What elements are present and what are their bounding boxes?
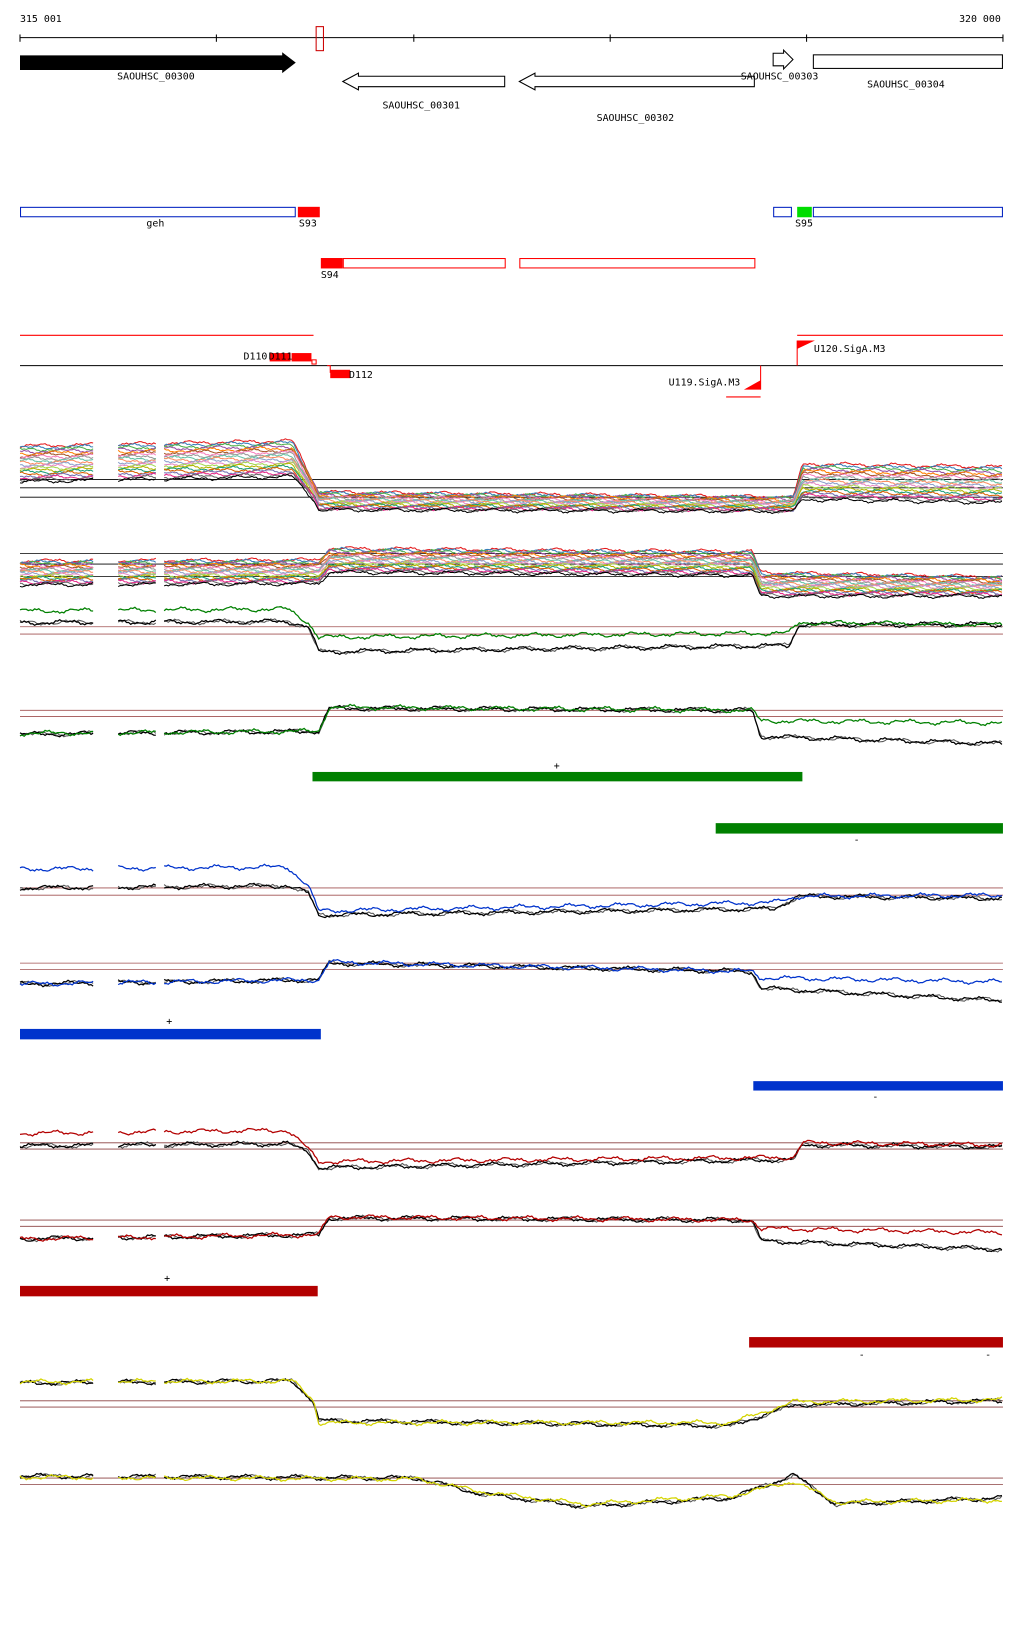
gene-label: SAOUHSC_00303 bbox=[741, 71, 819, 82]
feature-box bbox=[773, 206, 792, 218]
feature-label: geh bbox=[146, 219, 164, 230]
site-box bbox=[291, 353, 312, 362]
feature-label: S94 bbox=[321, 270, 339, 281]
signal-line bbox=[19, 618, 1003, 656]
feature-label: S95 bbox=[795, 219, 813, 230]
strand-bar bbox=[753, 1081, 1003, 1091]
site-flag bbox=[797, 340, 815, 349]
signal-line bbox=[19, 882, 1002, 919]
gene-box bbox=[812, 54, 1003, 69]
gene-arrow bbox=[20, 52, 296, 74]
strand-bar bbox=[312, 771, 803, 782]
view-marker bbox=[315, 26, 324, 52]
feature-box bbox=[19, 206, 296, 218]
site-flag bbox=[327, 365, 331, 373]
strand-label: - bbox=[859, 1350, 865, 1361]
ruler-start: 315 001 bbox=[20, 14, 62, 25]
site-flag bbox=[743, 380, 761, 390]
strand-label: + bbox=[554, 761, 560, 772]
strand-bar bbox=[20, 1285, 318, 1297]
feature-label: S93 bbox=[299, 219, 317, 230]
strand-label: - bbox=[854, 835, 860, 846]
gene-label: SAOUHSC_00302 bbox=[597, 113, 675, 124]
signal-line bbox=[19, 1377, 1003, 1427]
signal-line bbox=[19, 863, 1003, 914]
strand-label: - bbox=[872, 1092, 878, 1103]
signal-line bbox=[19, 1127, 1003, 1165]
site-box bbox=[269, 353, 291, 362]
signal-line bbox=[19, 438, 1002, 500]
site-box bbox=[330, 369, 351, 379]
feature-box bbox=[320, 258, 343, 269]
strand-label: - bbox=[985, 1350, 991, 1361]
signal-line bbox=[19, 569, 1002, 600]
strand-bar bbox=[715, 823, 1003, 834]
site-label: D110 bbox=[244, 351, 268, 362]
signal-line bbox=[19, 959, 1002, 987]
signal-line bbox=[19, 1140, 1003, 1171]
signal-line bbox=[19, 1377, 1003, 1429]
site-label: D112 bbox=[349, 370, 373, 381]
gene-label: SAOUHSC_00300 bbox=[117, 71, 195, 82]
signal-line bbox=[19, 473, 1003, 515]
signal-line bbox=[19, 1473, 1003, 1510]
feature-box bbox=[797, 206, 812, 218]
signal-line bbox=[19, 1214, 1003, 1253]
gene-arrow bbox=[341, 72, 506, 91]
strand-label: + bbox=[164, 1274, 170, 1285]
gene-label: SAOUHSC_00304 bbox=[867, 80, 945, 91]
signal-line bbox=[19, 703, 1003, 737]
feature-box bbox=[297, 206, 320, 218]
feature-box bbox=[519, 258, 756, 269]
feature-box bbox=[342, 258, 506, 269]
strand-label: + bbox=[166, 1017, 172, 1028]
site-label: U119.SigA.M3 bbox=[669, 377, 741, 388]
signal-line bbox=[19, 1214, 1003, 1242]
signal-line bbox=[19, 605, 1003, 640]
ruler bbox=[19, 26, 1004, 52]
strand-bar bbox=[20, 1028, 321, 1040]
strand-bar bbox=[749, 1337, 1003, 1348]
gene-arrow bbox=[518, 72, 755, 91]
site-label: D111 bbox=[269, 351, 293, 362]
signal-tracks bbox=[19, 438, 1003, 1510]
signal-line bbox=[19, 1214, 1003, 1253]
signal-line bbox=[19, 1473, 1002, 1508]
gene-arrow bbox=[772, 48, 794, 71]
site-label: U120.SigA.M3 bbox=[814, 344, 886, 355]
signal-line bbox=[19, 882, 1003, 918]
signal-line bbox=[19, 618, 1003, 655]
ruler-end: 320 000 bbox=[959, 14, 1001, 25]
site-box bbox=[311, 359, 317, 365]
gene-label: SAOUHSC_00301 bbox=[382, 101, 460, 112]
signal-line bbox=[19, 704, 1003, 746]
feature-box bbox=[812, 206, 1003, 218]
